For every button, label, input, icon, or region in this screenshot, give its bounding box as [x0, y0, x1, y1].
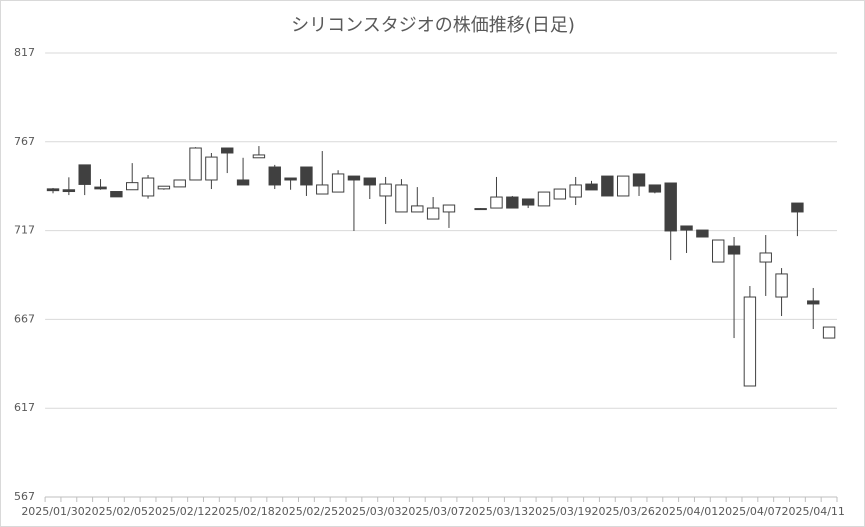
- candle-body-down: [648, 184, 662, 193]
- candle-body-down: [727, 245, 741, 255]
- candle-body-up: [712, 239, 725, 263]
- x-tick-label: 2025/03/07: [401, 505, 464, 518]
- candle-body-up: [331, 173, 345, 193]
- candle-body-up: [173, 179, 186, 188]
- candle-body-down: [632, 173, 646, 187]
- candle-body-up: [490, 196, 503, 209]
- candle-body-up: [157, 185, 171, 190]
- candle-body-up: [126, 182, 139, 191]
- candle-body-down: [300, 166, 313, 186]
- candle-body-up: [743, 296, 757, 387]
- x-tick-label: 2025/02/25: [275, 505, 338, 518]
- candle-body-up: [616, 175, 630, 197]
- x-tick-label: 2025/03/03: [338, 505, 401, 518]
- x-tick-label: 2025/04/11: [782, 505, 845, 518]
- y-tick-label: 717: [14, 224, 35, 237]
- candle-body-down: [807, 300, 820, 305]
- candle-body-down: [506, 196, 519, 209]
- candle-body-up: [316, 184, 329, 195]
- candle-body-up: [775, 273, 788, 298]
- x-tick-label: 2025/02/18: [211, 505, 274, 518]
- candle-body-up: [205, 156, 218, 181]
- y-tick-label: 567: [14, 490, 35, 503]
- chart-title: シリコンスタジオの株価推移(日足): [291, 15, 575, 36]
- candle-body-up: [141, 177, 155, 197]
- candle-body-down: [664, 182, 677, 232]
- y-tick-label: 667: [14, 312, 35, 325]
- candle-body-up: [395, 184, 408, 213]
- y-tick-label: 817: [14, 46, 35, 59]
- candle-body-down: [521, 198, 535, 206]
- candle-body-down: [680, 225, 693, 231]
- y-tick-label: 617: [14, 401, 35, 414]
- x-tick-label: 2025/04/01: [655, 505, 718, 518]
- x-tick-label: 2025/01/30: [21, 505, 84, 518]
- candle-body-up: [553, 188, 567, 200]
- x-tick-label: 2025/03/13: [465, 505, 528, 518]
- x-tick-label: 2025/02/12: [148, 505, 211, 518]
- candle-body-down: [236, 179, 250, 186]
- x-tick-label: 2025/02/05: [85, 505, 148, 518]
- candle-body-down: [791, 202, 804, 213]
- candle-body-up: [189, 147, 202, 181]
- candle-body-down: [474, 208, 487, 211]
- candle-body-up: [442, 204, 456, 213]
- candle-body-down: [347, 175, 361, 181]
- candle-body-down: [78, 164, 91, 185]
- candle-body-up: [537, 191, 551, 207]
- candle-body-down: [110, 191, 123, 198]
- x-tick-label: 2025/03/19: [528, 505, 591, 518]
- candle-body-down: [601, 175, 614, 197]
- candle-body-down: [62, 189, 76, 193]
- candle-body-up: [411, 205, 424, 213]
- candle-body-up: [569, 184, 582, 198]
- candle-body-up: [759, 252, 772, 263]
- candle-body-down: [94, 186, 107, 190]
- candle-body-up: [426, 207, 440, 220]
- candle-body-down: [696, 229, 709, 238]
- x-tick-label: 2025/03/26: [591, 505, 654, 518]
- candle-body-down: [221, 147, 234, 154]
- candle-body-up: [822, 326, 836, 339]
- candle-body-down: [284, 177, 297, 181]
- candle-body-down: [46, 188, 60, 192]
- y-tick-label: 767: [14, 135, 35, 148]
- candle-body-up: [379, 183, 392, 197]
- candle-body-up: [252, 154, 266, 159]
- candle-body-down: [268, 166, 281, 186]
- x-tick-label: 2025/04/07: [718, 505, 781, 518]
- candle-body-down: [585, 183, 598, 191]
- candle-body-down: [363, 177, 376, 186]
